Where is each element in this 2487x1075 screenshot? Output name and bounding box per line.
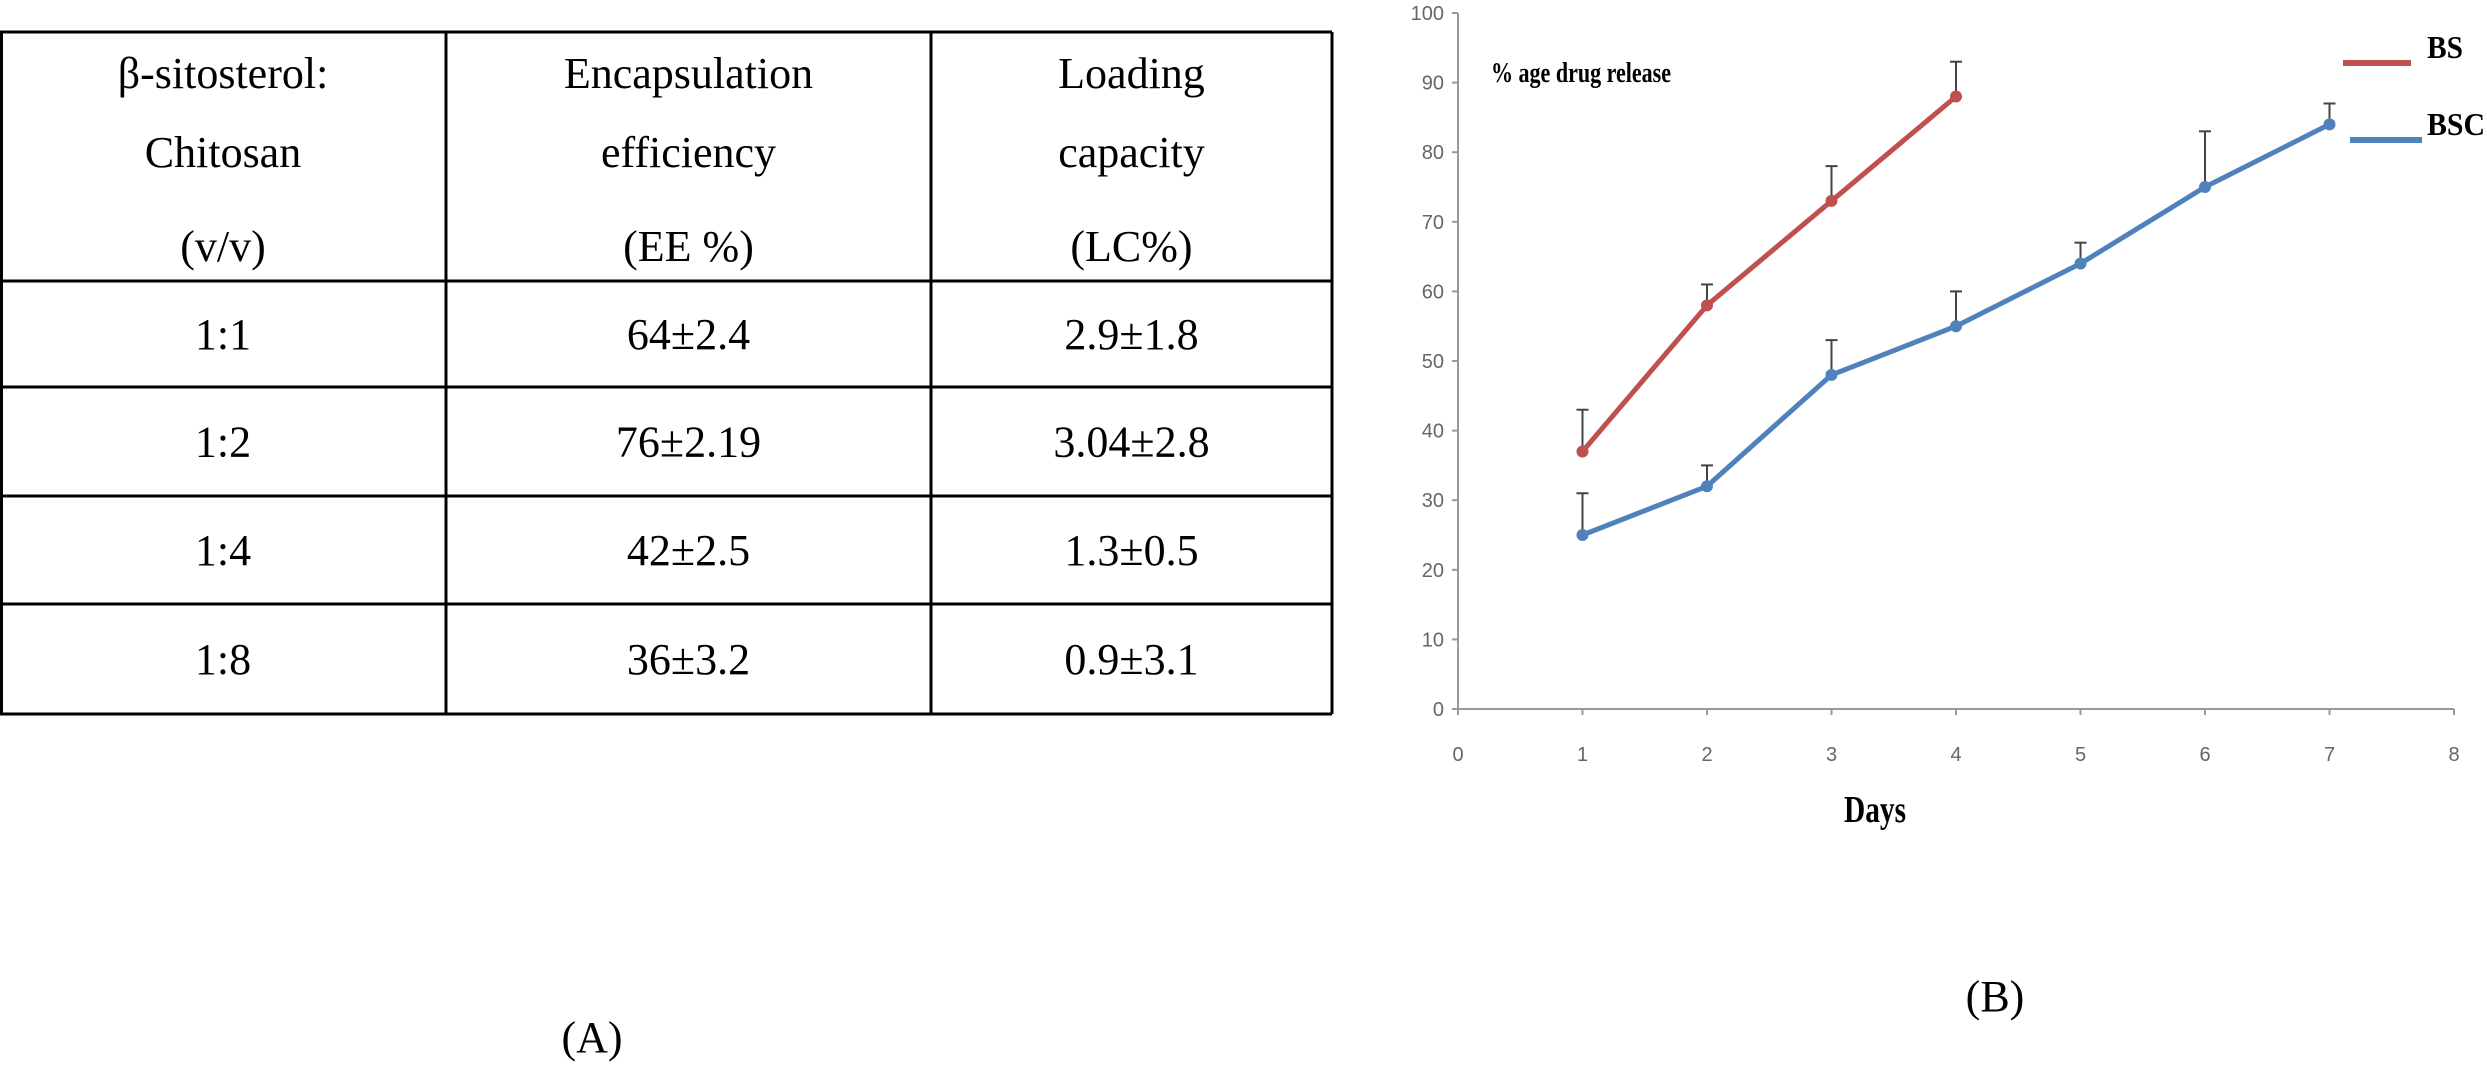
x-tick-label: 2 xyxy=(1701,744,1712,766)
x-tick-label: 5 xyxy=(2075,744,2086,766)
data-point xyxy=(1701,299,1713,312)
x-axis-label: Days xyxy=(1844,789,1906,831)
panel-caption: (B) xyxy=(1966,972,2025,1021)
y-tick-label: 10 xyxy=(1422,629,1444,651)
legend-label: BS xyxy=(2427,29,2463,65)
table-cell: 1:2 xyxy=(195,418,251,467)
chart-title: % age drug release xyxy=(1491,58,1671,89)
panel-caption: (A) xyxy=(561,1013,622,1062)
table-cell: 1.3±0.5 xyxy=(1064,526,1198,575)
x-tick-label: 6 xyxy=(2199,744,2210,766)
table-cell: 76±2.19 xyxy=(616,418,761,467)
header-cell: Loading xyxy=(1058,49,1205,98)
y-tick-label: 50 xyxy=(1422,351,1444,373)
x-tick-label: 1 xyxy=(1577,744,1588,766)
y-tick-label: 90 xyxy=(1422,73,1444,95)
legend-label: BSC xyxy=(2427,106,2485,142)
series-line xyxy=(1580,94,1958,454)
data-point xyxy=(2323,118,2336,131)
x-tick-label: 7 xyxy=(2324,744,2335,766)
y-tick-label: 60 xyxy=(1422,281,1444,303)
table-cell: 64±2.4 xyxy=(627,310,750,359)
data-point xyxy=(1950,90,1962,103)
data-point xyxy=(1950,320,1962,333)
header-cell: efficiency xyxy=(601,128,776,177)
data-point xyxy=(1825,368,1838,381)
table-cell: 1:1 xyxy=(195,310,251,359)
table-cell: 1:4 xyxy=(195,526,251,575)
table-cell: 0.9±3.1 xyxy=(1064,635,1198,684)
header-cell: β-sitosterol: xyxy=(118,49,329,98)
y-tick-label: 100 xyxy=(1411,3,1444,25)
y-tick-label: 70 xyxy=(1422,212,1444,234)
y-tick-label: 0 xyxy=(1433,699,1444,721)
data-point xyxy=(1701,480,1713,493)
data-point xyxy=(1576,445,1589,458)
x-tick-label: 3 xyxy=(1826,744,1837,766)
data-point xyxy=(2074,257,2087,270)
x-tick-label: 0 xyxy=(1452,744,1463,766)
header-cell: (v/v) xyxy=(180,222,266,271)
x-tick-label: 8 xyxy=(2448,744,2459,766)
header-cell: Chitosan xyxy=(145,128,301,177)
header-cell: (EE %) xyxy=(623,222,754,271)
header-cell: Encapsulation xyxy=(564,49,813,98)
table-cell: 42±2.5 xyxy=(627,526,750,575)
header-cell: capacity xyxy=(1058,128,1205,177)
table-cell: 2.9±1.8 xyxy=(1064,310,1198,359)
data-point xyxy=(2199,181,2211,193)
table-cell: 3.04±2.8 xyxy=(1053,418,1209,467)
y-tick-label: 30 xyxy=(1422,490,1444,512)
table-cell: 36±3.2 xyxy=(627,635,750,684)
data-point xyxy=(1576,529,1589,541)
y-tick-label: 80 xyxy=(1422,142,1444,164)
y-tick-label: 20 xyxy=(1422,560,1444,582)
data-point xyxy=(1825,194,1838,207)
table-cell: 1:8 xyxy=(195,635,251,684)
y-tick-label: 40 xyxy=(1422,421,1444,443)
header-cell: (LC%) xyxy=(1070,222,1192,271)
x-tick-label: 4 xyxy=(1950,744,1961,766)
